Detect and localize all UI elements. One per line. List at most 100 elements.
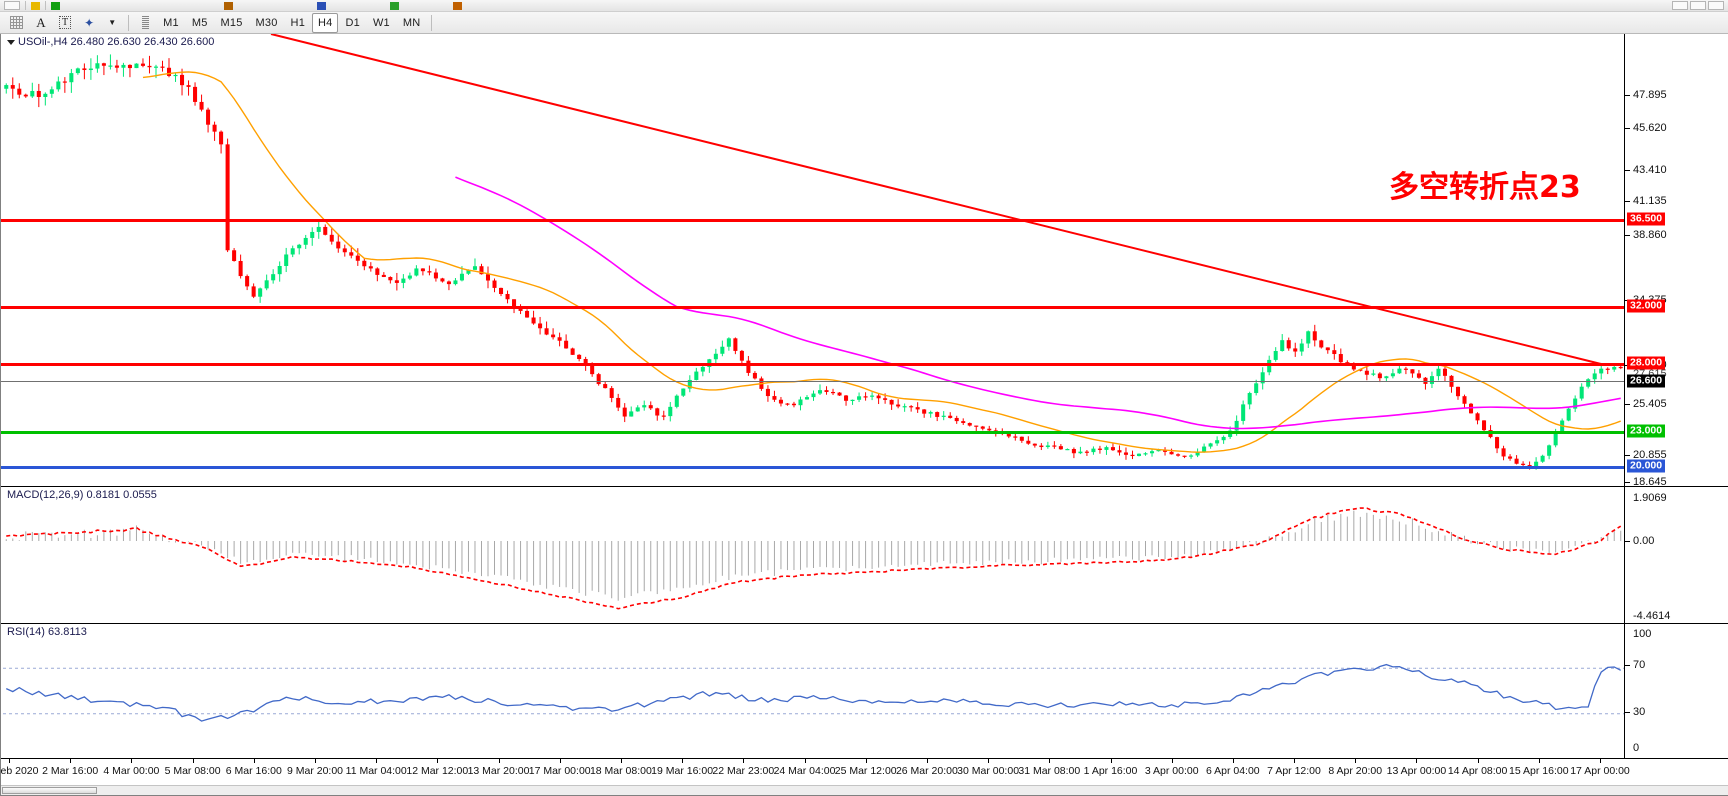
zoom-out-icon[interactable] (453, 1, 462, 10)
time-axis-label: 6 Apr 04:00 (1205, 765, 1260, 777)
level-badge-23000[interactable]: 23.000 (1627, 424, 1666, 438)
period-w1[interactable]: W1 (372, 16, 390, 29)
macd-scale-label: 0.00 (1633, 535, 1655, 547)
scale-label: 20.855 (1633, 449, 1667, 461)
time-axis-label: 9 Mar 20:00 (286, 765, 344, 777)
period-m5[interactable]: M5 (191, 16, 208, 29)
time-axis-label: 28 Feb 2020 (0, 765, 39, 777)
toolbar-chip[interactable] (4, 1, 20, 10)
horizontal-scrollbar[interactable] (1, 785, 1728, 795)
time-axis-label: 13 Apr 00:00 (1386, 765, 1447, 777)
text-label-icon[interactable]: T (53, 13, 77, 33)
period-h4[interactable]: H4 (312, 12, 339, 33)
text-A-icon[interactable]: A (36, 14, 46, 30)
rsi-scale[interactable]: 100 70 30 0 (1624, 624, 1728, 758)
current-price-badge[interactable]: 26.600 (1627, 374, 1666, 388)
macd-series-svg (5, 507, 1622, 610)
grid-icon[interactable] (4, 13, 29, 33)
time-tick (559, 759, 561, 763)
period-m30[interactable]: M30 (255, 16, 278, 29)
toolbar-divider (25, 1, 26, 10)
line-chart-icon[interactable] (317, 1, 326, 10)
scale-label: 47.895 (1633, 89, 1667, 101)
time-tick (437, 759, 439, 763)
time-axis-label: 30 Mar 00:00 (957, 765, 1020, 777)
time-axis-label: 31 Mar 08:00 (1018, 765, 1081, 777)
time-tick (1477, 759, 1479, 763)
window-close-icon[interactable] (1708, 1, 1724, 10)
time-axis-label: 12 Mar 12:00 (406, 765, 469, 777)
macd-pane[interactable]: MACD(12,26,9) 0.8181 0.0555 1.9069 0.00 … (1, 486, 1728, 623)
time-tick (192, 759, 194, 763)
time-tick (865, 759, 867, 763)
time-axis-label: 25 Mar 12:00 (834, 765, 897, 777)
level-badge-32000[interactable]: 32.000 (1627, 299, 1666, 313)
rsi-pane[interactable]: RSI(14) 63.8113 100 70 30 0 (1, 623, 1728, 758)
time-tick (498, 759, 500, 763)
time-axis-label: 6 Mar 16:00 (225, 765, 282, 777)
period-m15[interactable]: M15 (220, 16, 243, 29)
toolbar-divider (128, 14, 130, 31)
chevron-down-icon[interactable] (7, 39, 15, 45)
macd-plot-area[interactable] (3, 487, 1624, 623)
price-pane[interactable]: USOil-,H4 26.480 26.630 26.430 26.600 多空… (1, 34, 1728, 486)
cursor-icon[interactable] (31, 1, 40, 10)
level-line-28000[interactable] (1, 363, 1624, 366)
macd-scale[interactable]: 1.9069 0.00 -4.4614 (1624, 487, 1728, 623)
level-badge-20000[interactable]: 20.000 (1627, 459, 1666, 473)
rsi-scale-label: 30 (1633, 706, 1646, 718)
scale-label: 43.410 (1633, 164, 1667, 176)
toolbar-divider (431, 14, 433, 31)
time-tick (1416, 759, 1418, 763)
window-restore-icon[interactable] (1690, 1, 1706, 10)
indicator-icon[interactable]: ✦ (84, 15, 95, 30)
price-plot-area[interactable] (3, 34, 1624, 486)
price-scale[interactable]: 47.895 45.620 43.410 41.135 38.860 36.50… (1624, 34, 1728, 486)
time-tick (1049, 759, 1051, 763)
toolbar-top-row[interactable] (0, 0, 1728, 12)
periods-handle-icon[interactable] (134, 13, 156, 33)
level-badge-28000[interactable]: 28.000 (1627, 356, 1666, 370)
period-m1[interactable]: M1 (163, 16, 179, 29)
zoom-in-icon[interactable] (390, 1, 399, 10)
time-axis-label: 5 Mar 08:00 (164, 765, 221, 777)
level-line-32000[interactable] (1, 306, 1624, 309)
time-axis-label: 24 Mar 04:00 (773, 765, 836, 777)
time-axis-label: 18 Mar 08:00 (589, 765, 652, 777)
time-tick (9, 759, 10, 763)
period-h1[interactable]: H1 (290, 16, 306, 29)
current-price-line (1, 381, 1624, 382)
macd-scale-label: -4.4614 (1633, 610, 1671, 622)
chevron-down-icon[interactable]: ▼ (108, 18, 117, 27)
time-tick (804, 759, 806, 763)
level-line-23000[interactable] (1, 431, 1624, 434)
time-tick (682, 759, 684, 763)
macd-label: MACD(12,26,9) 0.8181 0.0555 (7, 489, 157, 501)
candle-chart-icon[interactable] (224, 1, 233, 10)
time-tick (1294, 759, 1295, 763)
toolbar-main[interactable]: A T ✦ ▼ M1 M5 M15 M30 H1 H4 D1 W1 MN (0, 12, 1728, 34)
chart-annotation: 多空转折点23 (1389, 170, 1581, 205)
time-tick (926, 759, 928, 763)
rsi-plot-area[interactable] (3, 624, 1624, 758)
scale-label: 38.860 (1633, 229, 1667, 241)
period-mn[interactable]: MN (402, 16, 421, 29)
time-axis-label: 8 Apr 20:00 (1328, 765, 1383, 777)
price-series-svg (4, 54, 1623, 470)
scrollbar-thumb[interactable] (2, 787, 97, 794)
window-minimize-icon[interactable] (1672, 1, 1688, 10)
period-d1[interactable]: D1 (345, 16, 360, 29)
time-tick (1110, 759, 1112, 763)
level-line-36500[interactable] (1, 219, 1624, 222)
level-badge-36500[interactable]: 36.500 (1627, 212, 1666, 226)
scale-label: 25.405 (1633, 398, 1667, 410)
symbol-ohlc-label: USOil-,H4 26.480 26.630 26.430 26.600 (7, 36, 214, 48)
time-axis-label: 14 Apr 08:00 (1447, 765, 1508, 777)
scale-label: 45.620 (1633, 122, 1667, 134)
time-tick (253, 759, 255, 763)
chart-frame[interactable]: USOil-,H4 26.480 26.630 26.430 26.600 多空… (0, 34, 1728, 796)
time-tick (1600, 759, 1601, 763)
time-tick (1171, 759, 1173, 763)
bar-chart-icon[interactable] (51, 1, 60, 10)
level-line-20000[interactable] (1, 466, 1624, 469)
